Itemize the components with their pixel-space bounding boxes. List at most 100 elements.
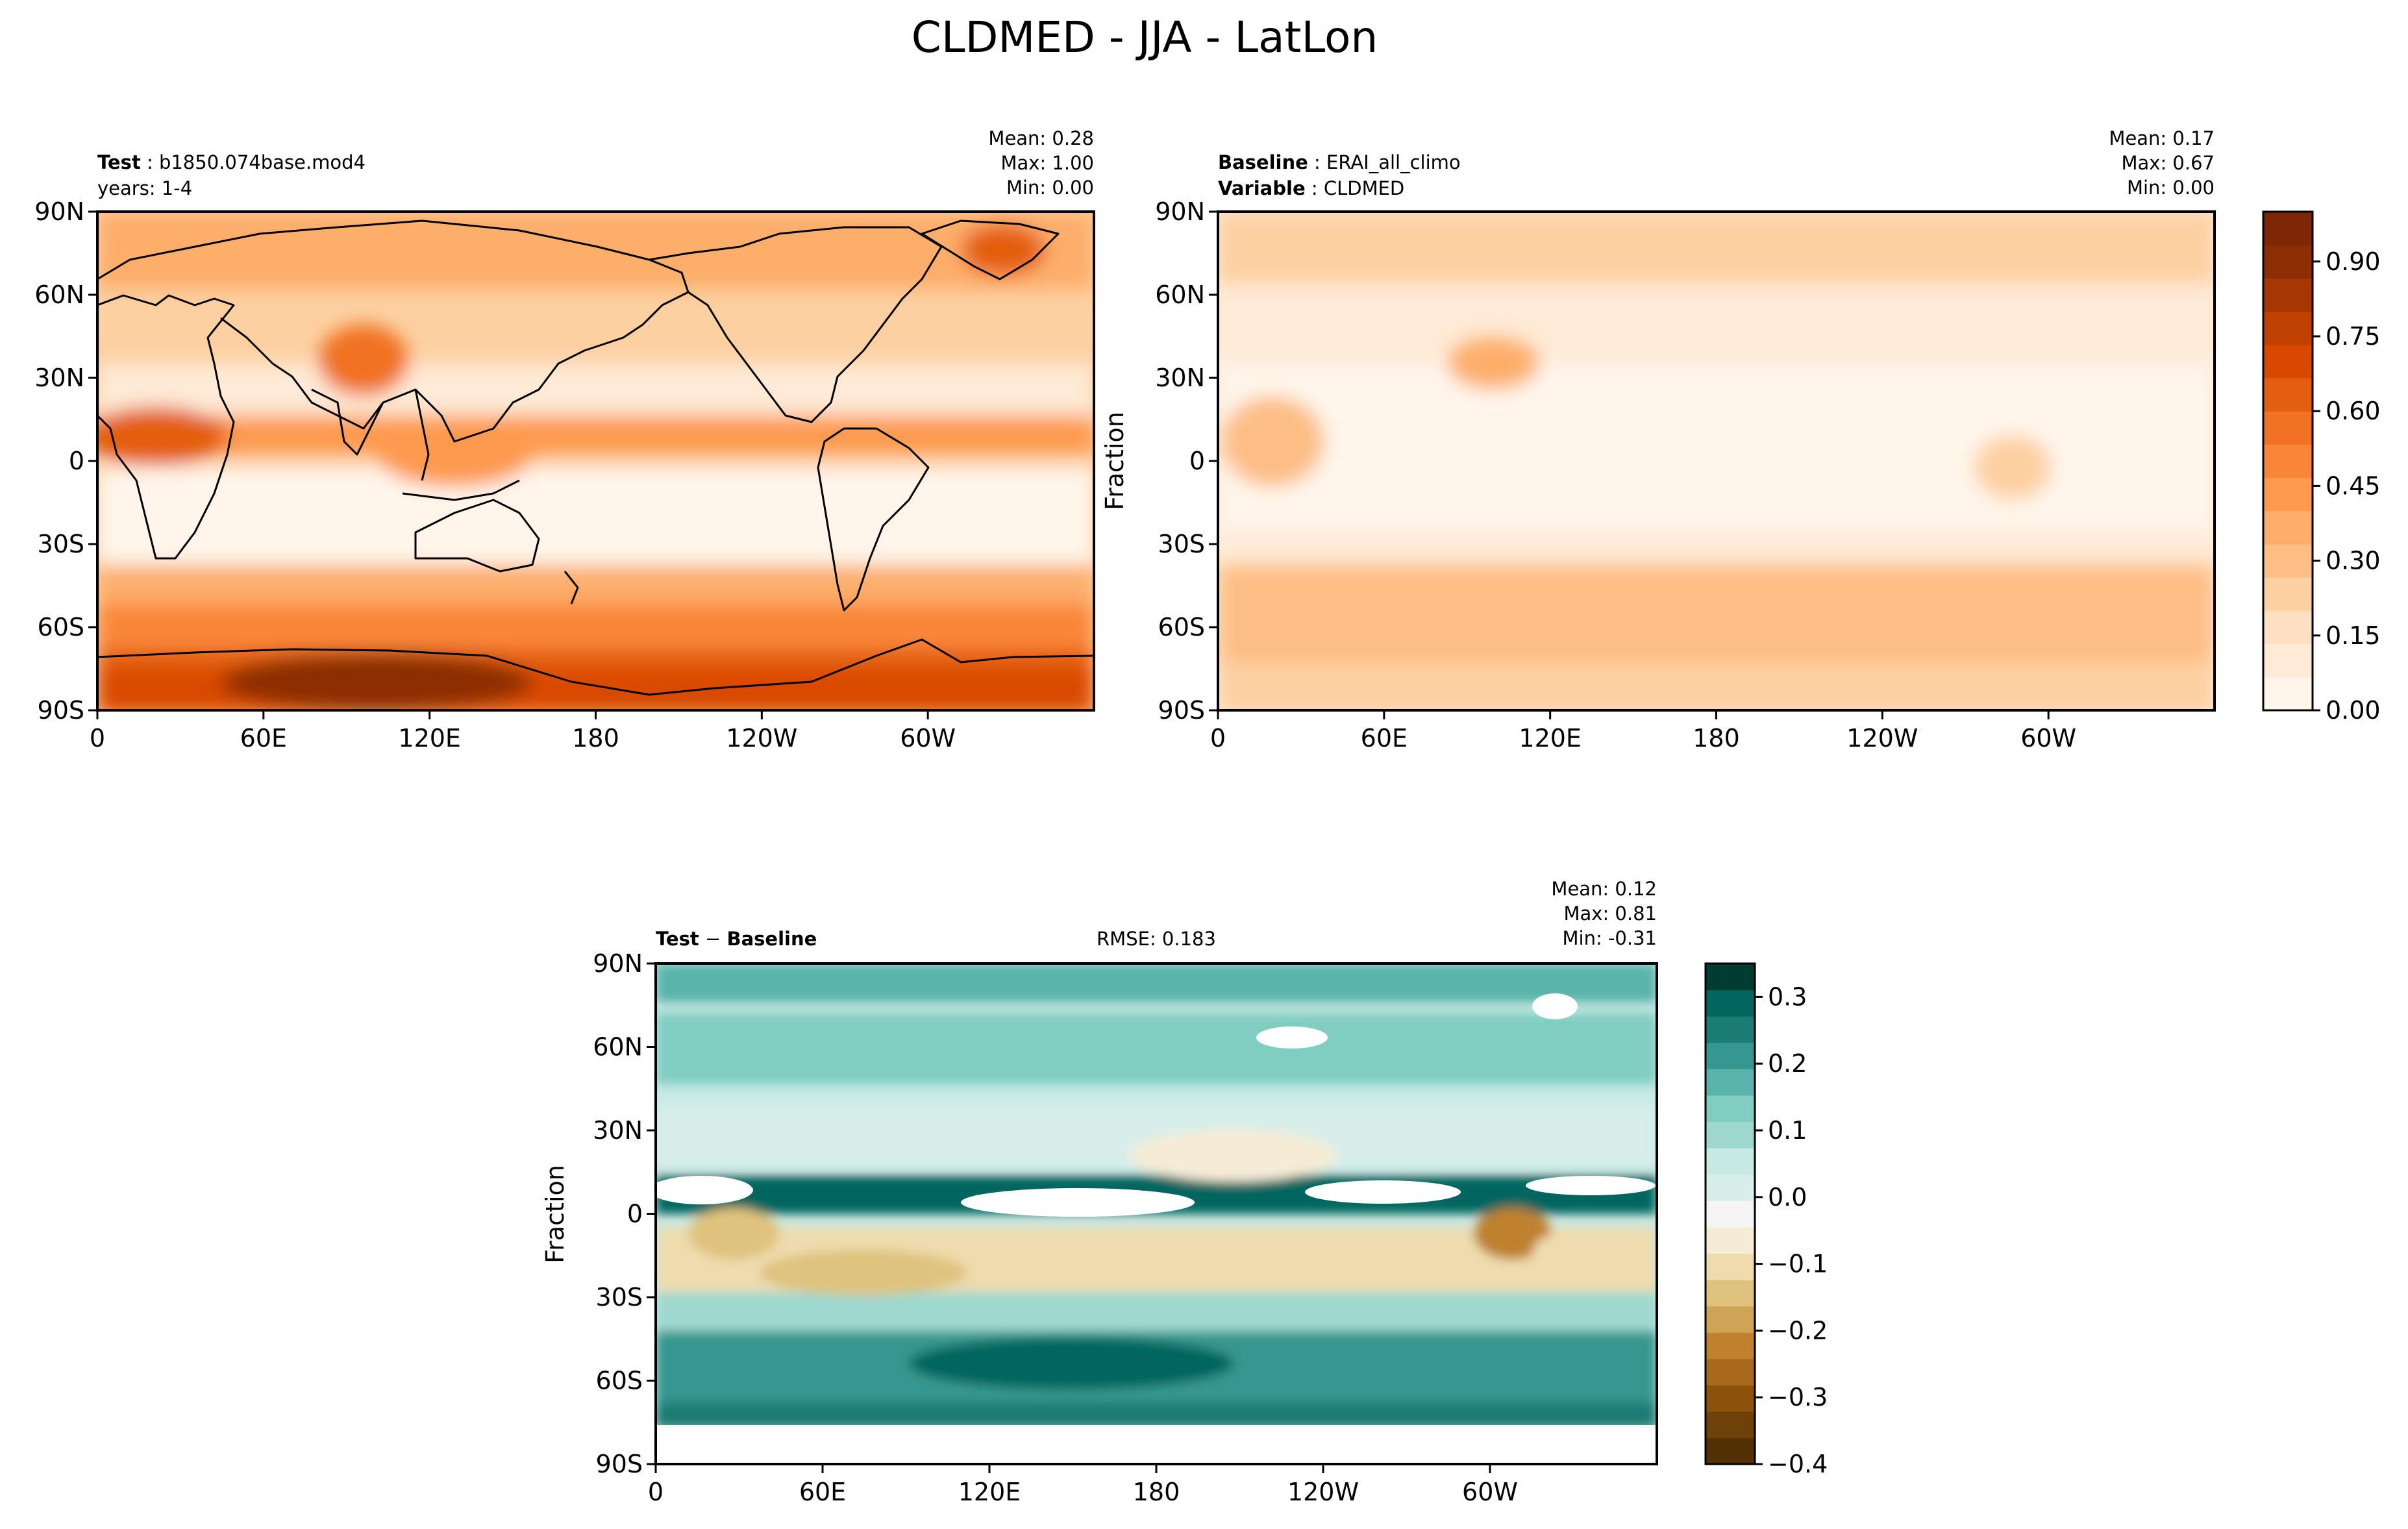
colorbar-segment (2263, 510, 2313, 545)
svg-text:Baseline : ERAI_all_climo: Baseline : ERAI_all_climo (1218, 151, 1461, 173)
test-field-greenland (961, 224, 1045, 276)
test-xticks: 0 60E 120E 180 120W 60W (90, 710, 956, 752)
baseline-variable-value: CLDMED (1324, 177, 1404, 199)
colorbar-tick-label: 0.0 (1768, 1183, 1807, 1212)
diff-title-left: Test (656, 928, 699, 950)
colorbar-segment (2263, 311, 2313, 345)
test-coast-se-asia (414, 389, 430, 481)
diff-missing-antarctica (656, 1425, 1657, 1464)
colorbar-segment (1706, 1121, 1755, 1149)
test-map-field (97, 212, 1094, 710)
diff-field-africa (688, 1208, 779, 1260)
test-ytick-label: 0 (69, 447, 84, 475)
test-coast-europe-africa (97, 294, 235, 560)
diff-ytick-label: 30S (596, 1283, 643, 1311)
diff-yticks: 90N 60N 30N 0 30S 60S 90S (593, 949, 656, 1478)
test-ytick-label: 60N (34, 280, 84, 309)
baseline-ytick-label: 60S (1158, 613, 1205, 641)
diff-xtick-label: 60E (799, 1478, 846, 1506)
figure-title: CLDMED - JJA - LatLon (912, 12, 1378, 62)
test-ytick-label: 30S (38, 530, 84, 558)
colorbar-segment (1706, 989, 1755, 1017)
diff-missing-africa (656, 1176, 753, 1204)
baseline-field-africa (1221, 396, 1324, 487)
baseline-yticks: 90N 60N 30N 0 30S 60S 90S (1155, 197, 1218, 725)
colorbar-segment (1706, 963, 1755, 991)
test-xtick-label: 180 (572, 724, 619, 752)
colorbar-segment (1706, 1279, 1755, 1307)
colorbar-frame (2262, 210, 2314, 712)
colorbar-tick-label: 0.00 (2326, 696, 2381, 725)
colorbar-tick-label: −0.4 (1768, 1450, 1828, 1478)
diff-missing-warm-pool (961, 1188, 1195, 1217)
colorbar-segment (2263, 378, 2313, 412)
test-coast-north-america (649, 226, 943, 423)
baseline-name-value: ERAI_all_climo (1326, 151, 1461, 173)
colorbar-segment (1706, 1437, 1755, 1465)
colorbar-segment (2263, 544, 2313, 578)
colorbar-tick-label: −0.3 (1768, 1383, 1828, 1411)
colorbar-segment (1706, 1200, 1755, 1228)
diff-field-nh-mid (656, 1013, 1657, 1084)
test-ytick-label: 90S (38, 696, 84, 725)
baseline-panel: Baseline : ERAI_all_climo Variable : CLD… (1100, 127, 2381, 752)
colorbar-tick-label: −0.2 (1768, 1316, 1828, 1345)
test-min: Min: 0.00 (1006, 177, 1094, 199)
test-field-itcz (97, 416, 1094, 454)
baseline-xticks: 0 60E 120E 180 120W 60W (1210, 710, 2076, 752)
baseline-xtick-label: 180 (1693, 724, 1740, 752)
test-ytick-label: 60S (38, 613, 84, 641)
test-field-southern-ocean-2 (97, 604, 1094, 649)
colorbar-segment (2263, 444, 2313, 479)
colorbar-segment (1706, 1332, 1755, 1360)
test-field-nh-high (97, 212, 1094, 290)
test-coast-australia (414, 499, 540, 573)
diff-xtick-label: 0 (648, 1478, 664, 1506)
colorbar-tick-label: 0.75 (2326, 322, 2381, 351)
colorbar-tick-label: 0.30 (2326, 547, 2381, 575)
colorbar-segment (1706, 1306, 1755, 1333)
diff-ytick-label: 0 (627, 1200, 643, 1228)
test-xtick-label: 120E (398, 724, 461, 752)
diff-rmse: RMSE: 0.183 (1097, 928, 1216, 950)
colorbar-segment (1706, 1095, 1755, 1123)
baseline-name-label: Baseline (1218, 151, 1308, 173)
diff-field-se-pacific (1532, 1227, 1649, 1279)
baseline-map-field (1218, 212, 2215, 710)
diff-xticks: 0 60E 120E 180 120W 60W (648, 1464, 1518, 1506)
colorbar-tick-label: 0.45 (2326, 471, 2381, 500)
diff-field-brazil (1474, 1208, 1552, 1260)
diff-xtick-label: 60W (1462, 1478, 1518, 1506)
test-field-subtropics-n (97, 364, 1094, 416)
test-name-value: b1850.074base.mod4 (159, 151, 366, 173)
test-ytick-label: 30N (34, 364, 84, 392)
test-coast-indonesia (402, 479, 520, 501)
baseline-xtick-label: 60W (2020, 724, 2076, 752)
baseline-field-southern-ocean (1218, 565, 2215, 662)
colorbar-frame (1704, 962, 1756, 1465)
baseline-xtick-label: 120E (1519, 724, 1582, 752)
colorbar-segment (2263, 477, 2313, 512)
test-name-label: Test (97, 151, 141, 173)
baseline-field-amazon (1974, 435, 2052, 500)
baseline-xtick-label: 60E (1361, 724, 1408, 752)
diff-map-field (656, 963, 1657, 1464)
baseline-field-nh-high (1218, 212, 2215, 283)
colorbar-tick-label: 0.60 (2326, 397, 2381, 425)
colorbar-segment (1706, 1385, 1755, 1412)
colorbar-tick-label: 0.15 (2326, 621, 2381, 650)
test-field-antarctica-east (221, 653, 532, 710)
baseline-ytick-label: 30N (1155, 364, 1205, 392)
test-coast-antarctica (97, 638, 1094, 696)
colorbar-segment (1706, 1042, 1755, 1069)
colorbar-segment (1706, 1016, 1755, 1043)
diff-xtick-label: 120W (1287, 1478, 1359, 1506)
test-mean: Mean: 0.28 (988, 127, 1094, 149)
colorbar-tick-label: 0.90 (2326, 247, 2381, 276)
test-coast-south-america (817, 427, 930, 612)
baseline-ytick-label: 30S (1158, 530, 1205, 558)
diff-ytick-label: 60S (596, 1367, 643, 1395)
baseline-xtick-label: 0 (1210, 724, 1226, 752)
baseline-max: Max: 0.67 (2121, 152, 2215, 174)
